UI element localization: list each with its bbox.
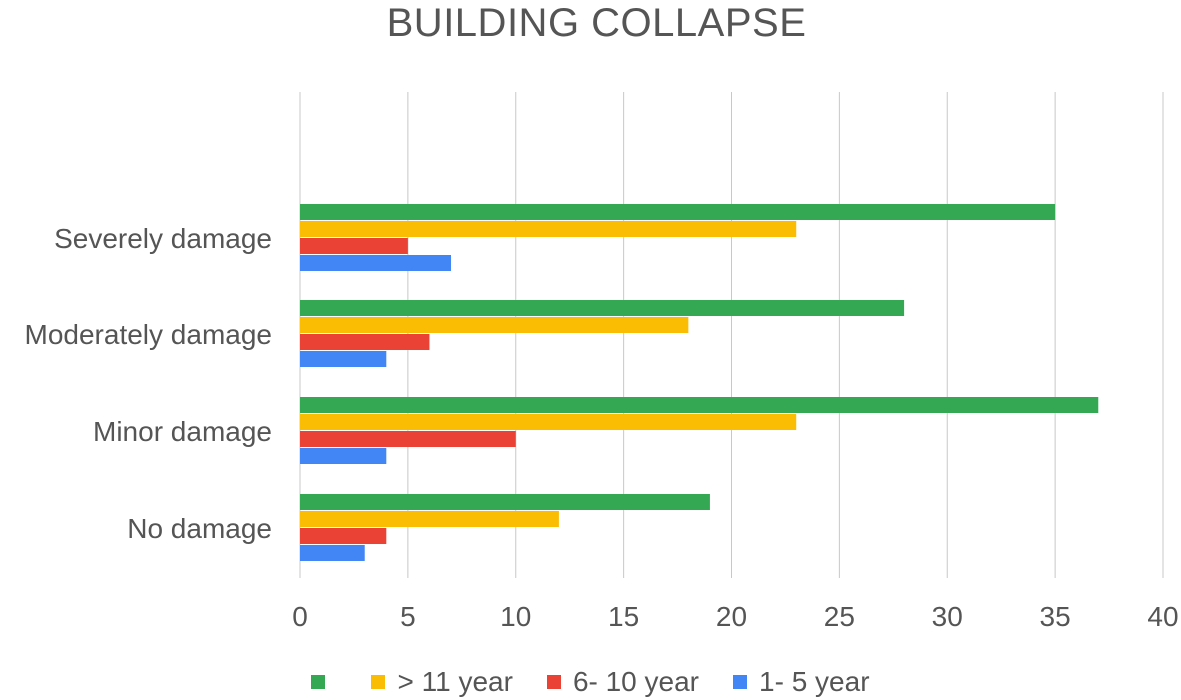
legend-swatch xyxy=(546,675,561,689)
x-tick-label: 10 xyxy=(500,601,531,632)
bar xyxy=(300,255,452,271)
bar xyxy=(300,494,710,510)
x-tick-label: 40 xyxy=(1147,601,1178,632)
bar xyxy=(300,545,365,561)
legend-label: 1- 5 year xyxy=(759,666,870,697)
bar xyxy=(300,204,1056,220)
legend-label: 6- 10 year xyxy=(572,666,700,697)
bar xyxy=(300,317,689,333)
bars xyxy=(300,204,1099,561)
x-axis-labels: 0 5 10 15 20 25 30 35 40 xyxy=(292,601,1178,632)
bar xyxy=(300,448,387,464)
x-tick-label: 15 xyxy=(608,601,639,632)
bar xyxy=(300,528,387,544)
bar xyxy=(300,334,430,350)
y-category-label: No damage xyxy=(127,513,272,544)
bar xyxy=(300,300,905,316)
legend-item: > 11 year xyxy=(371,666,513,698)
bar xyxy=(300,351,387,367)
legend-item xyxy=(311,675,337,689)
legend-item: 6- 10 year xyxy=(546,666,700,698)
bar xyxy=(300,221,797,237)
legend-item: 1- 5 year xyxy=(733,666,870,698)
legend-swatch xyxy=(371,675,386,689)
chart-title: BUILDING COLLAPSE xyxy=(386,1,807,45)
legend-swatch xyxy=(733,675,748,689)
x-tick-label: 5 xyxy=(400,601,416,632)
x-tick-label: 35 xyxy=(1040,601,1071,632)
legend: > 11 year 6- 10 year 1- 5 year xyxy=(0,664,1181,700)
x-tick-label: 25 xyxy=(824,601,855,632)
legend-label: > 11 year xyxy=(397,666,513,697)
x-tick-label: 0 xyxy=(292,601,308,632)
legend-swatch xyxy=(311,675,326,689)
bar xyxy=(300,431,516,447)
bar xyxy=(300,238,408,254)
y-category-label: Minor damage xyxy=(93,416,272,447)
x-tick-label: 20 xyxy=(716,601,747,632)
y-axis-labels: Severely damage Moderately damage Minor da… xyxy=(25,223,272,544)
bar xyxy=(300,414,797,430)
y-category-label: Severely damage xyxy=(54,223,272,254)
x-tick-label: 30 xyxy=(932,601,963,632)
y-category-label: Moderately damage xyxy=(25,319,272,350)
bar xyxy=(300,511,559,527)
bar xyxy=(300,397,1099,413)
